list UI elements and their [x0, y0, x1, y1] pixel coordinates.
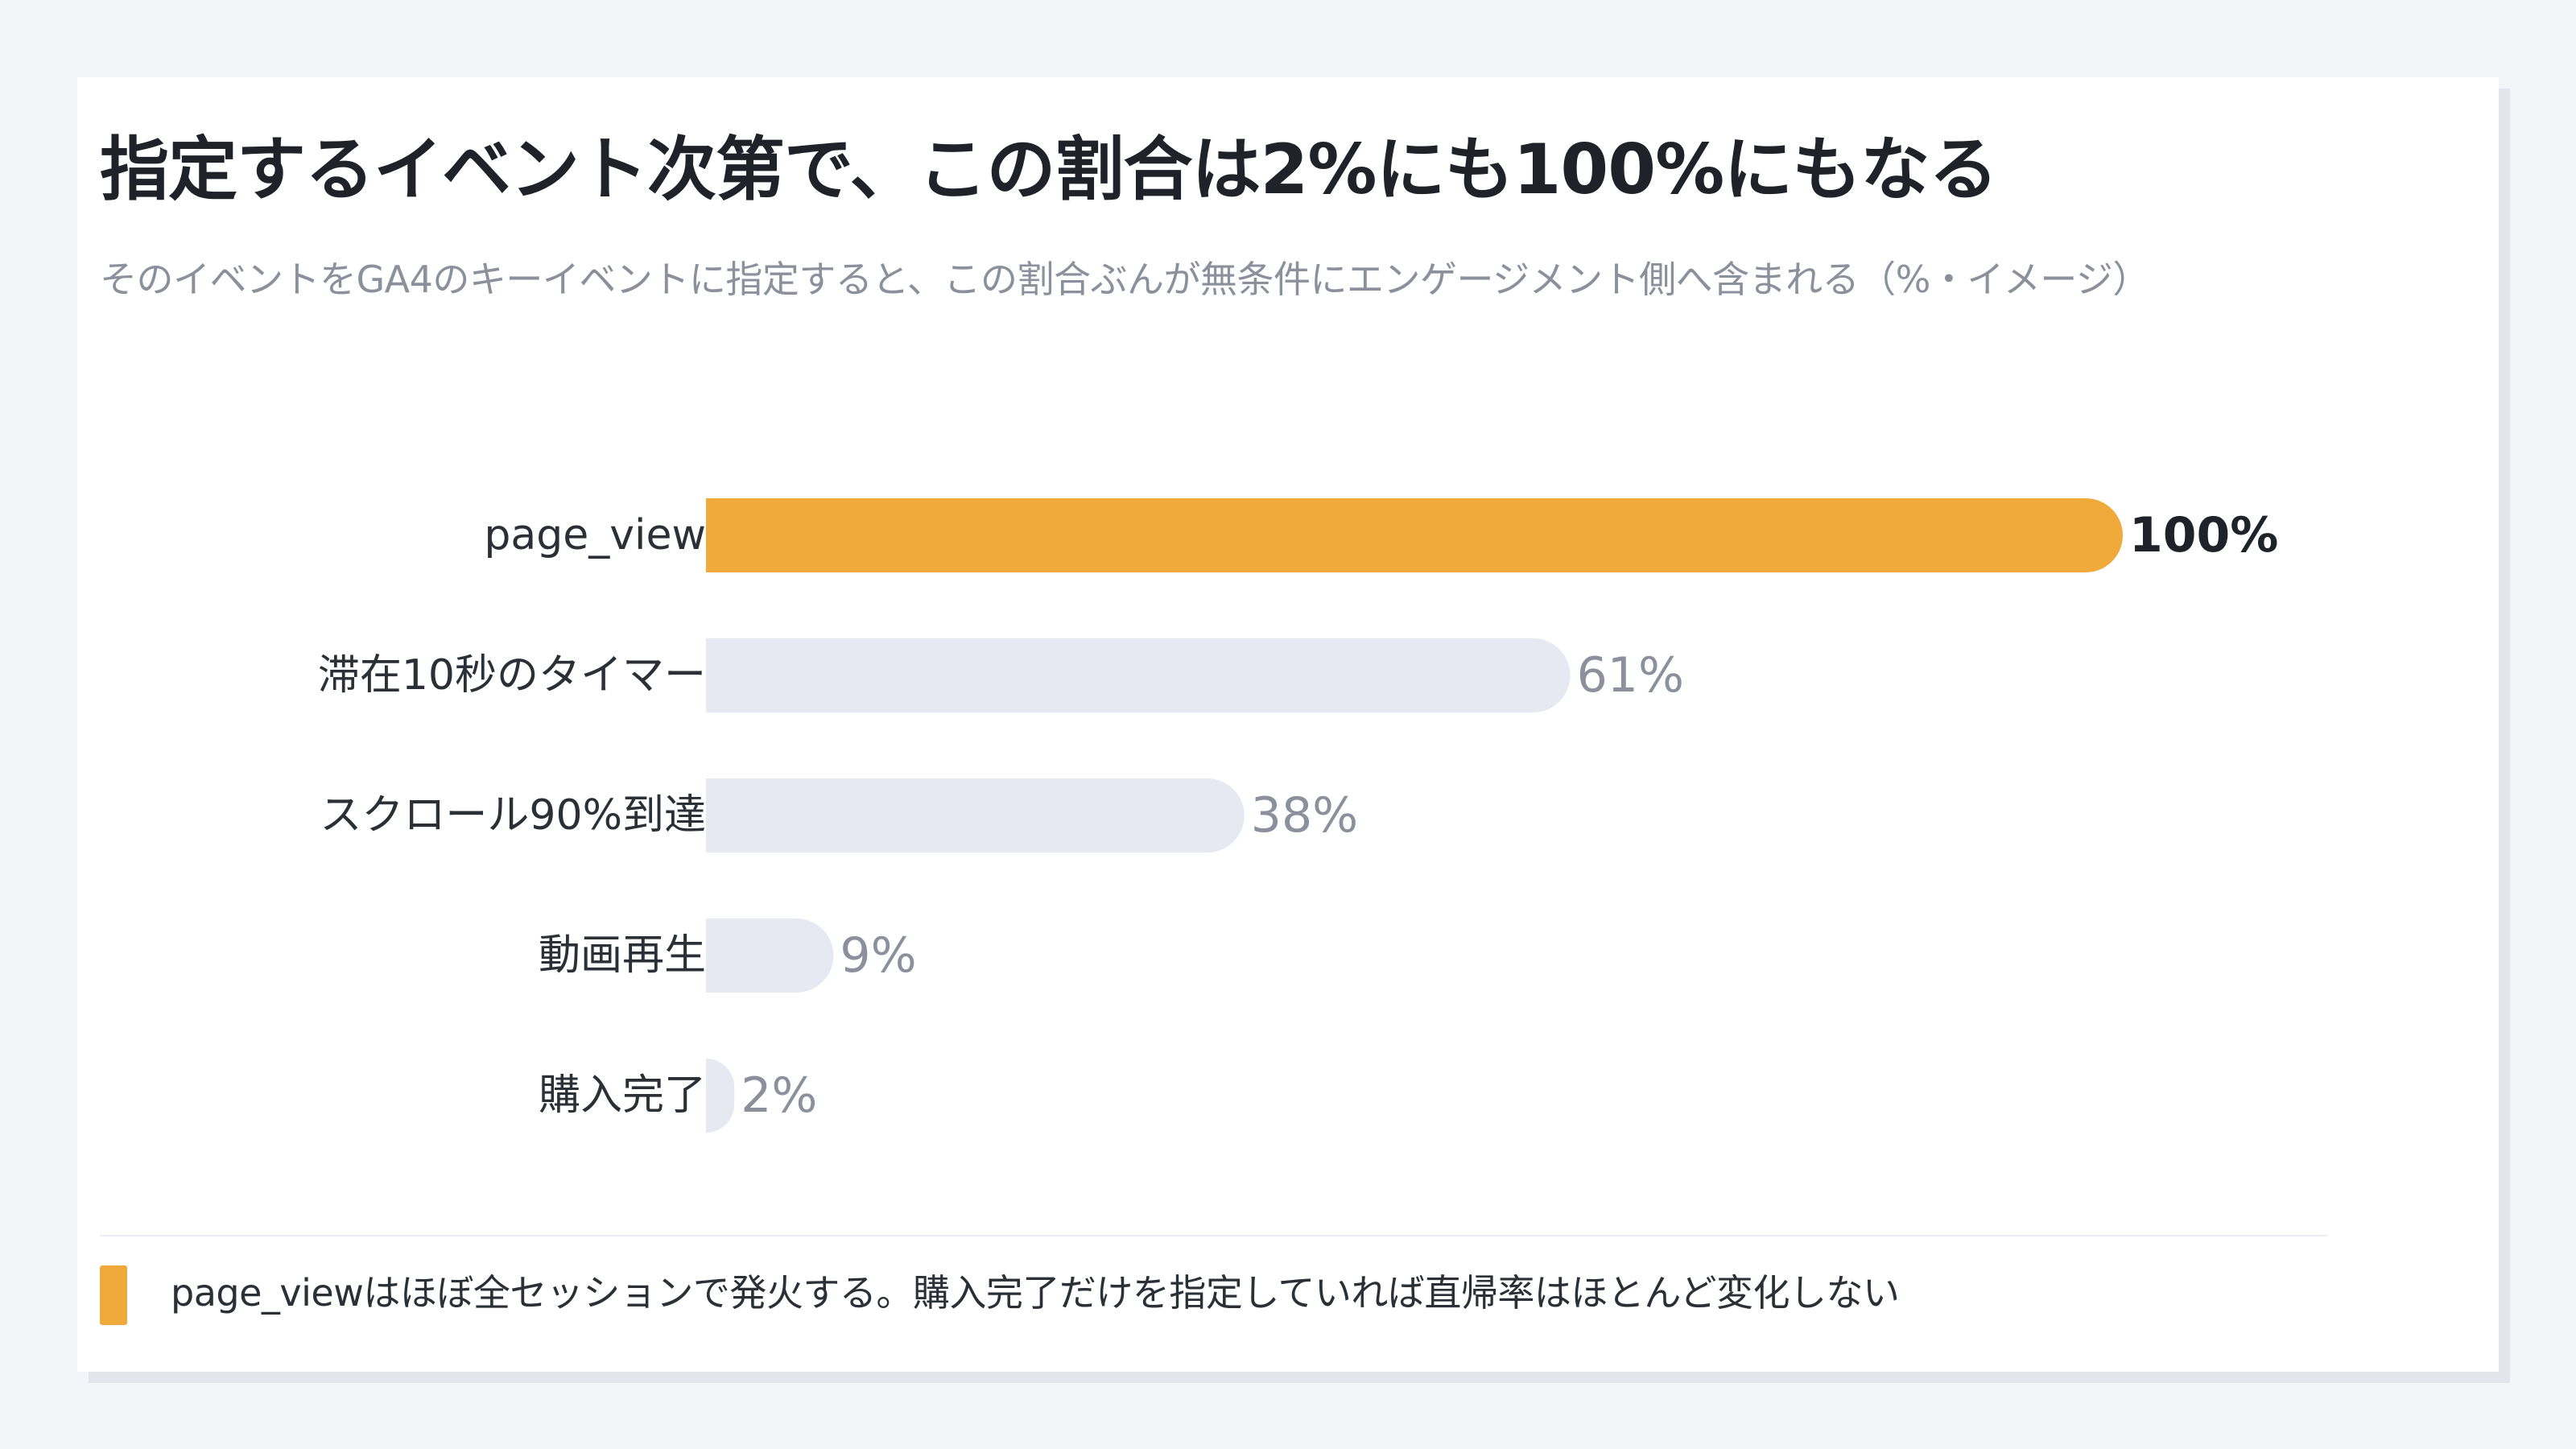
value-label: 9%	[840, 927, 916, 984]
chart-card	[77, 77, 2499, 1372]
chart-subtitle: そのイベントをGA4のキーイベントに指定すると、この割合ぶんが無条件にエンゲージ…	[100, 258, 2149, 301]
bar	[706, 1059, 735, 1133]
category-label: 購入完了	[539, 1071, 706, 1120]
category-label: 動画再生	[539, 931, 706, 980]
category-label: page_view	[484, 511, 706, 559]
value-label: 38%	[1251, 787, 1358, 844]
note-marker	[100, 1265, 127, 1325]
value-label: 61%	[1577, 647, 1684, 704]
bar	[706, 638, 1571, 712]
bar	[706, 919, 834, 993]
note-text: page_viewはほぼ全セッションで発火する。購入完了だけを指定していれば直帰…	[171, 1271, 1900, 1315]
category-label: 滞在10秒のタイマー	[318, 651, 706, 700]
bar	[706, 778, 1245, 852]
chart-title: 指定するイベント次第で、この割合は2%にも100%にもなる	[100, 130, 1998, 210]
category-label: スクロール90%到達	[320, 791, 706, 840]
divider	[100, 1235, 2328, 1236]
bar	[706, 498, 2123, 572]
value-label: 2%	[741, 1067, 817, 1124]
value-label: 100%	[2129, 507, 2278, 564]
